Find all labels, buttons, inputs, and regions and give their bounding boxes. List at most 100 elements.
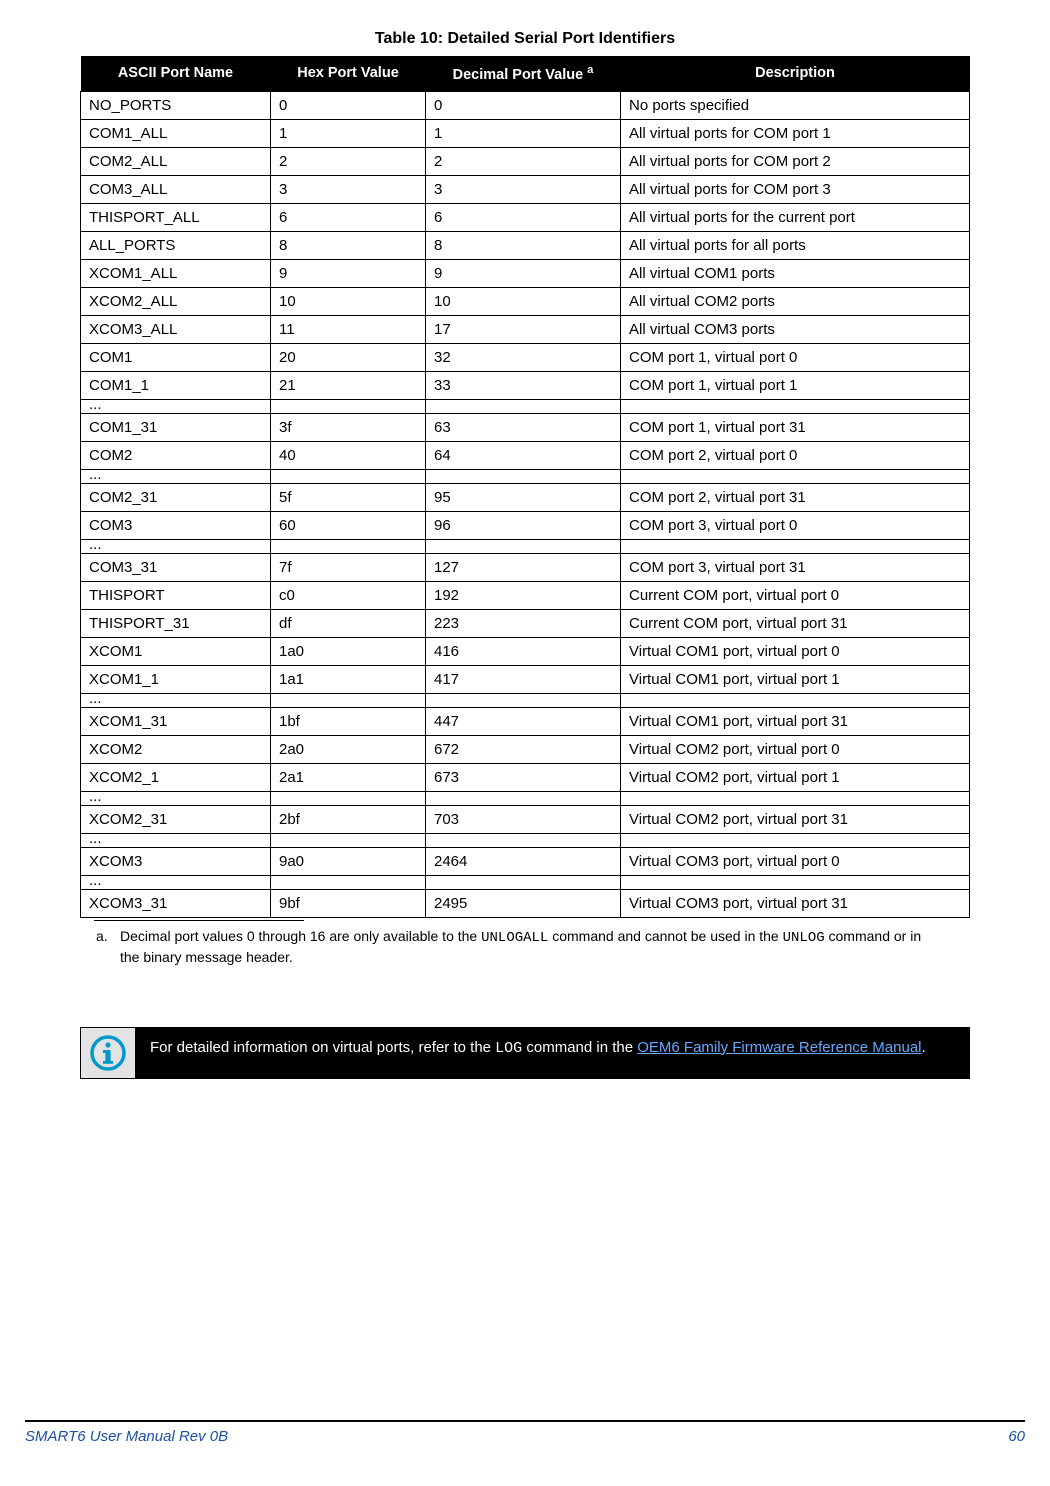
table-row: ... xyxy=(81,469,970,483)
cell-dec: 9 xyxy=(426,259,621,287)
cell-ascii: THISPORT_ALL xyxy=(81,203,271,231)
cell-dec: 33 xyxy=(426,371,621,399)
cell-desc: Virtual COM2 port, virtual port 0 xyxy=(621,735,970,763)
cell-dec: 96 xyxy=(426,511,621,539)
cell-dec: 17 xyxy=(426,315,621,343)
table-row: ... xyxy=(81,833,970,847)
cell-hex: 1a1 xyxy=(271,665,426,693)
cell-ascii: COM3 xyxy=(81,511,271,539)
cell-dec: 447 xyxy=(426,707,621,735)
info-text: For detailed information on virtual port… xyxy=(136,1028,969,1078)
cell-hex: 2a0 xyxy=(271,735,426,763)
cell-hex: 20 xyxy=(271,343,426,371)
table-row: XCOM1_ALL99All virtual COM1 ports xyxy=(81,259,970,287)
cell-desc: Current COM port, virtual port 0 xyxy=(621,581,970,609)
cell-dec: 673 xyxy=(426,763,621,791)
cell-ascii: COM3_ALL xyxy=(81,175,271,203)
cell-hex: 9 xyxy=(271,259,426,287)
table-row: COM24064COM port 2, virtual port 0 xyxy=(81,441,970,469)
cell-ascii: XCOM1_ALL xyxy=(81,259,271,287)
cell-dec: 703 xyxy=(426,805,621,833)
table-row: XCOM2_312bf703Virtual COM2 port, virtual… xyxy=(81,805,970,833)
table-row: XCOM2_12a1673Virtual COM2 port, virtual … xyxy=(81,763,970,791)
cell-dec: 63 xyxy=(426,413,621,441)
cell-ascii: THISPORT xyxy=(81,581,271,609)
table-row: COM2_ALL22All virtual ports for COM port… xyxy=(81,147,970,175)
table-row: THISPORTc0192Current COM port, virtual p… xyxy=(81,581,970,609)
cell-hex: 2 xyxy=(271,147,426,175)
table-caption: Table 10: Detailed Serial Port Identifie… xyxy=(80,30,970,48)
cell-hex: 1 xyxy=(271,119,426,147)
cell-dec: 417 xyxy=(426,665,621,693)
table-row: COM2_315f95COM port 2, virtual port 31 xyxy=(81,483,970,511)
cell-ascii: COM2 xyxy=(81,441,271,469)
footnote: a.Decimal port values 0 through 16 are o… xyxy=(120,927,970,967)
table-row: XCOM3_319bf2495Virtual COM3 port, virtua… xyxy=(81,889,970,917)
table-row: COM3_ALL33All virtual ports for COM port… xyxy=(81,175,970,203)
table-row: XCOM22a0672Virtual COM2 port, virtual po… xyxy=(81,735,970,763)
cell-desc: All virtual ports for COM port 1 xyxy=(621,119,970,147)
cell-desc: Virtual COM2 port, virtual port 1 xyxy=(621,763,970,791)
th-desc: Description xyxy=(621,56,970,91)
cell-desc: All virtual ports for COM port 3 xyxy=(621,175,970,203)
table-row: ... xyxy=(81,539,970,553)
cell-ascii: XCOM1_31 xyxy=(81,707,271,735)
cell-ascii: COM1_1 xyxy=(81,371,271,399)
cell-desc: No ports specified xyxy=(621,91,970,119)
cell-desc: All virtual ports for COM port 2 xyxy=(621,147,970,175)
cell-desc: All virtual COM3 ports xyxy=(621,315,970,343)
cell-dec: 6 xyxy=(426,203,621,231)
cell-desc: All virtual ports for all ports xyxy=(621,231,970,259)
cell-dec: 64 xyxy=(426,441,621,469)
cell-dec: 2 xyxy=(426,147,621,175)
cell-hex: 21 xyxy=(271,371,426,399)
page-footer: SMART6 User Manual Rev 0B 60 xyxy=(25,1420,1025,1459)
cell-desc: COM port 1, virtual port 0 xyxy=(621,343,970,371)
cell-dec: 0 xyxy=(426,91,621,119)
cell-dec: 95 xyxy=(426,483,621,511)
table-row: XCOM11a0416Virtual COM1 port, virtual po… xyxy=(81,637,970,665)
cell-desc: COM port 3, virtual port 31 xyxy=(621,553,970,581)
cell-desc: All virtual COM1 ports xyxy=(621,259,970,287)
cell-ascii: COM1_31 xyxy=(81,413,271,441)
cell-desc: COM port 3, virtual port 0 xyxy=(621,511,970,539)
info-icon xyxy=(81,1028,136,1078)
cell-hex: c0 xyxy=(271,581,426,609)
info-box: For detailed information on virtual port… xyxy=(80,1027,970,1079)
cell-hex: 11 xyxy=(271,315,426,343)
cell-desc: Virtual COM1 port, virtual port 31 xyxy=(621,707,970,735)
cell-desc: Virtual COM1 port, virtual port 1 xyxy=(621,665,970,693)
cell-hex: 9bf xyxy=(271,889,426,917)
table-row: XCOM3_ALL1117All virtual COM3 ports xyxy=(81,315,970,343)
cell-ascii: XCOM2 xyxy=(81,735,271,763)
info-link[interactable]: OEM6 Family Firmware Reference Manual xyxy=(637,1039,921,1056)
cell-ascii: XCOM1 xyxy=(81,637,271,665)
cell-hex: 9a0 xyxy=(271,847,426,875)
cell-ascii: XCOM2_ALL xyxy=(81,287,271,315)
cell-dec: 32 xyxy=(426,343,621,371)
table-row: THISPORT_ALL66All virtual ports for the … xyxy=(81,203,970,231)
table-row: NO_PORTS00No ports specified xyxy=(81,91,970,119)
ports-table: ASCII Port Name Hex Port Value Decimal P… xyxy=(80,56,970,918)
cell-ascii: XCOM3 xyxy=(81,847,271,875)
cell-hex: 10 xyxy=(271,287,426,315)
table-row: COM1_ALL11All virtual ports for COM port… xyxy=(81,119,970,147)
cell-ascii: NO_PORTS xyxy=(81,91,271,119)
cell-desc: COM port 2, virtual port 0 xyxy=(621,441,970,469)
table-row: COM1_12133COM port 1, virtual port 1 xyxy=(81,371,970,399)
cell-desc: Current COM port, virtual port 31 xyxy=(621,609,970,637)
cell-dec: 3 xyxy=(426,175,621,203)
cell-desc: COM port 1, virtual port 1 xyxy=(621,371,970,399)
cell-ascii: COM1_ALL xyxy=(81,119,271,147)
cell-dec: 1 xyxy=(426,119,621,147)
th-decimal: Decimal Port Value a xyxy=(426,56,621,91)
cell-hex: 7f xyxy=(271,553,426,581)
cell-ascii: COM3_31 xyxy=(81,553,271,581)
table-row: COM36096COM port 3, virtual port 0 xyxy=(81,511,970,539)
cell-ascii: THISPORT_31 xyxy=(81,609,271,637)
table-row: XCOM2_ALL1010All virtual COM2 ports xyxy=(81,287,970,315)
table-row: XCOM39a02464Virtual COM3 port, virtual p… xyxy=(81,847,970,875)
table-row: COM3_317f127COM port 3, virtual port 31 xyxy=(81,553,970,581)
footer-right: 60 xyxy=(1008,1428,1025,1445)
table-row: THISPORT_31df223Current COM port, virtua… xyxy=(81,609,970,637)
